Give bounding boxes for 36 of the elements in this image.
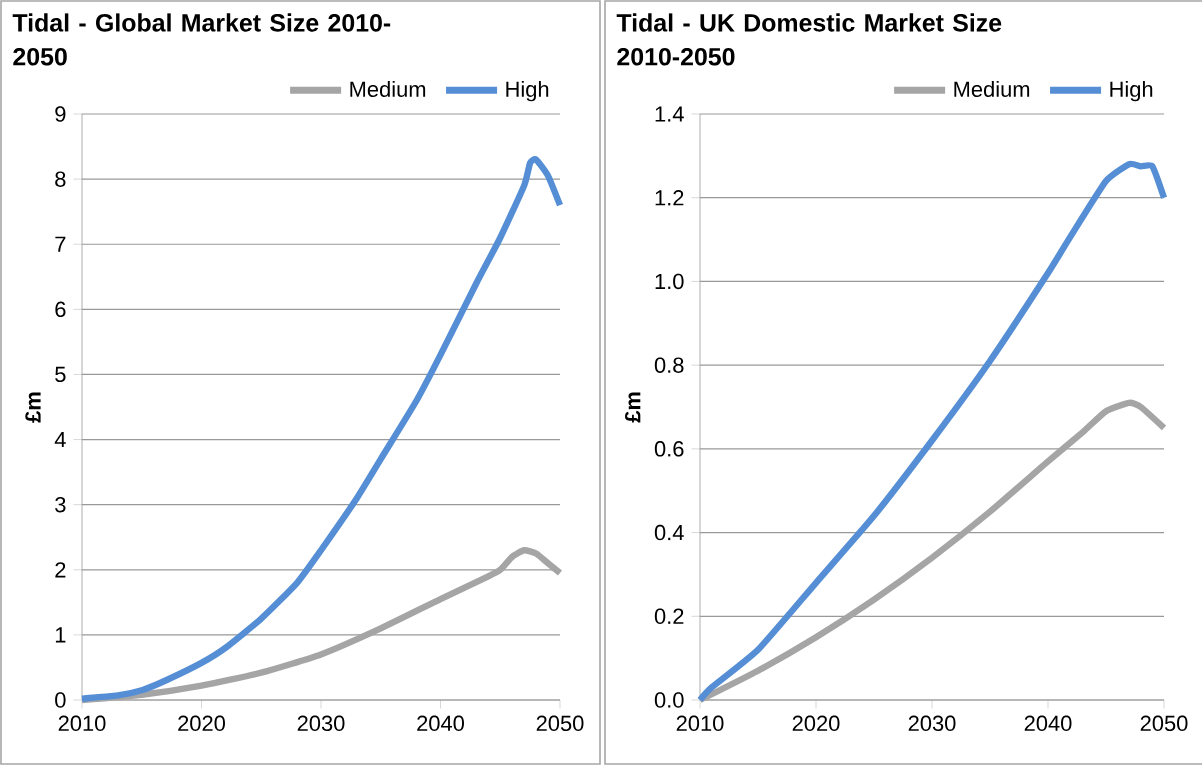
x-tick-label: 2030	[297, 715, 345, 732]
y-tick-label: 8	[55, 171, 66, 187]
chart-title: Tidal - Global Market Size 2010-2050	[12, 13, 391, 66]
legend-label: Medium	[350, 80, 426, 98]
x-tick-label: 2040	[1024, 715, 1072, 732]
y-tick-label: 6	[55, 301, 66, 318]
x-tick-label: 2040	[417, 715, 464, 732]
y-tick-label: 5	[55, 366, 66, 383]
y-tick-label: 1.2	[655, 190, 684, 206]
x-tick-label: 2020	[792, 715, 840, 732]
y-tick-label: 3	[55, 496, 66, 513]
y-tick-label: 1	[55, 627, 66, 643]
y-tick-label: 1.0	[655, 273, 684, 290]
y-tick-label: 2	[55, 562, 66, 578]
y-tick-label: 0	[55, 692, 66, 708]
x-tick-label: 2010	[58, 715, 106, 732]
y-tick-label: 1.4	[655, 106, 684, 122]
y-tick-label: 0.2	[654, 608, 684, 625]
x-tick-label: 2030	[908, 715, 956, 732]
y-tick-label: 0.0	[654, 692, 684, 708]
legend-label: High	[506, 80, 549, 102]
x-tick-label: 2050	[1140, 715, 1188, 732]
y-tick-label: 0.6	[654, 441, 684, 457]
y-tick-label: 0.8	[654, 357, 684, 373]
y-tick-label: 0.4	[654, 524, 684, 541]
y-tick-label: 9	[55, 106, 66, 122]
y-axis-title: £m	[625, 392, 641, 423]
legend-label: High	[1110, 80, 1153, 102]
y-tick-label: 4	[54, 432, 66, 448]
x-tick-label: 2050	[536, 715, 584, 732]
x-tick-label: 2020	[178, 715, 225, 732]
x-tick-label: 2010	[676, 715, 724, 732]
chart-title: Tidal - UK Domestic Market Size 2010-2050	[616, 13, 1002, 66]
y-tick-label: 7	[55, 236, 66, 252]
legend-label: Medium	[954, 80, 1030, 97]
y-axis-title: £m	[25, 392, 41, 423]
